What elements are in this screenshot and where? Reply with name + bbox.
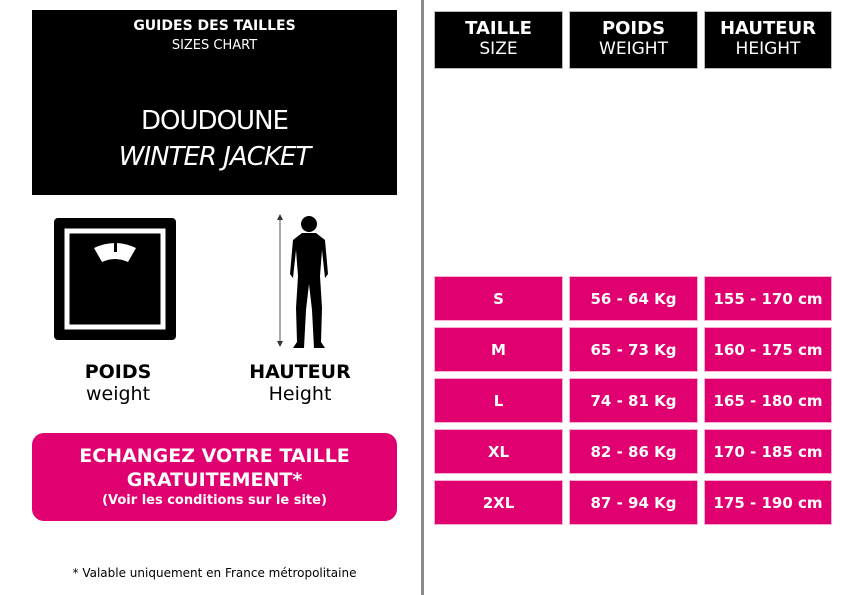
height-label-en: Height xyxy=(268,383,332,405)
promo-line1: ECHANGEZ VOTRE TAILLE xyxy=(79,445,350,467)
free-exchange-banner: ECHANGEZ VOTRE TAILLE GRATUITEMENT* (Voi… xyxy=(32,433,397,521)
cell-height: 160 - 175 cm xyxy=(705,328,831,371)
cell-weight: 74 - 81 Kg xyxy=(570,379,697,422)
cell-weight: 56 - 64 Kg xyxy=(570,277,697,320)
cell-weight: 82 - 86 Kg xyxy=(570,430,697,473)
cell-size: XL xyxy=(435,430,562,473)
header-height-fr: HAUTEUR xyxy=(719,18,817,39)
header-height: HAUTEUR HEIGHT xyxy=(705,12,831,68)
scale-icon xyxy=(54,218,176,340)
weight-label: POIDS weight xyxy=(38,361,198,405)
promo-conditions: (Voir les conditions sur le site) xyxy=(102,493,327,508)
human-height-icon xyxy=(277,214,328,348)
cell-size: L xyxy=(435,379,562,422)
height-label-fr: HAUTEUR xyxy=(249,361,351,383)
cell-height: 175 - 190 cm xyxy=(705,481,831,524)
cell-weight: 87 - 94 Kg xyxy=(570,481,697,524)
guide-title: GUIDES DES TAILLES xyxy=(133,18,296,34)
header-height-en: HEIGHT xyxy=(735,39,801,59)
cell-size: 2XL xyxy=(435,481,562,524)
promo-line2: GRATUITEMENT* xyxy=(126,469,303,491)
cell-height: 155 - 170 cm xyxy=(705,277,831,320)
header-weight-en: WEIGHT xyxy=(599,39,668,59)
cell-height: 165 - 180 cm xyxy=(705,379,831,422)
divider xyxy=(421,0,424,595)
product-name-fr: DOUDOUNE xyxy=(141,106,289,136)
cell-height: 170 - 185 cm xyxy=(705,430,831,473)
header-size-fr: TAILLE xyxy=(465,18,532,39)
header-size: TAILLE SIZE xyxy=(435,12,562,68)
product-name-en: WINTER JACKET xyxy=(118,142,311,172)
title-box: GUIDES DES TAILLES SIZES CHART DOUDOUNE … xyxy=(32,10,397,195)
cell-size: M xyxy=(435,328,562,371)
weight-label-fr: POIDS xyxy=(84,361,152,383)
header-weight-fr: POIDS xyxy=(601,18,666,39)
footnote: * Valable uniquement en France métropoli… xyxy=(72,566,357,580)
guide-subtitle: SIZES CHART xyxy=(171,38,258,53)
header-size-en: SIZE xyxy=(479,39,518,59)
header-weight: POIDS WEIGHT xyxy=(570,12,697,68)
weight-label-en: weight xyxy=(85,383,151,405)
cell-size: S xyxy=(435,277,562,320)
height-label: HAUTEUR Height xyxy=(220,361,380,405)
cell-weight: 65 - 73 Kg xyxy=(570,328,697,371)
